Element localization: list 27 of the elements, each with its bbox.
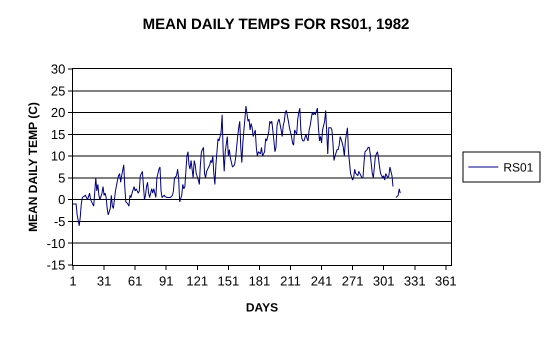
x-tick-label: 1 [69,274,77,289]
x-tick-label: 301 [372,274,395,289]
y-tick-label: 5 [58,170,66,186]
y-tick-label: 20 [50,105,66,120]
x-tick-label: 181 [248,274,270,289]
y-tick-label: 25 [50,83,66,98]
x-tick-label: 331 [404,274,426,289]
y-tick-label: 0 [58,192,66,208]
x-tick-label: 361 [434,274,457,289]
x-tick-label: 31 [96,274,112,289]
x-tick-label: 121 [186,274,208,289]
y-tick-label: 10 [50,148,66,164]
x-tick-label: 151 [217,274,240,289]
y-tick-label: 15 [50,126,66,142]
x-axis-title: DAYS [246,300,278,314]
y-tick-label: 30 [50,62,66,77]
x-tick-label: 271 [342,274,364,289]
y-tick-label: -15 [46,258,66,273]
y-axis-title: MEAN DAILY TEMP (C) [26,102,40,232]
legend-label: RS01 [503,160,534,175]
y-tick-label: -5 [54,214,66,229]
x-tick-label: 61 [128,274,142,289]
chart-title: MEAN DAILY TEMPS FOR RS01, 1982 [142,16,410,33]
x-tick-label: 211 [280,274,301,289]
x-tick-label: 241 [310,274,332,289]
x-tick-label: 91 [158,274,174,289]
y-tick-label: -10 [46,236,66,251]
